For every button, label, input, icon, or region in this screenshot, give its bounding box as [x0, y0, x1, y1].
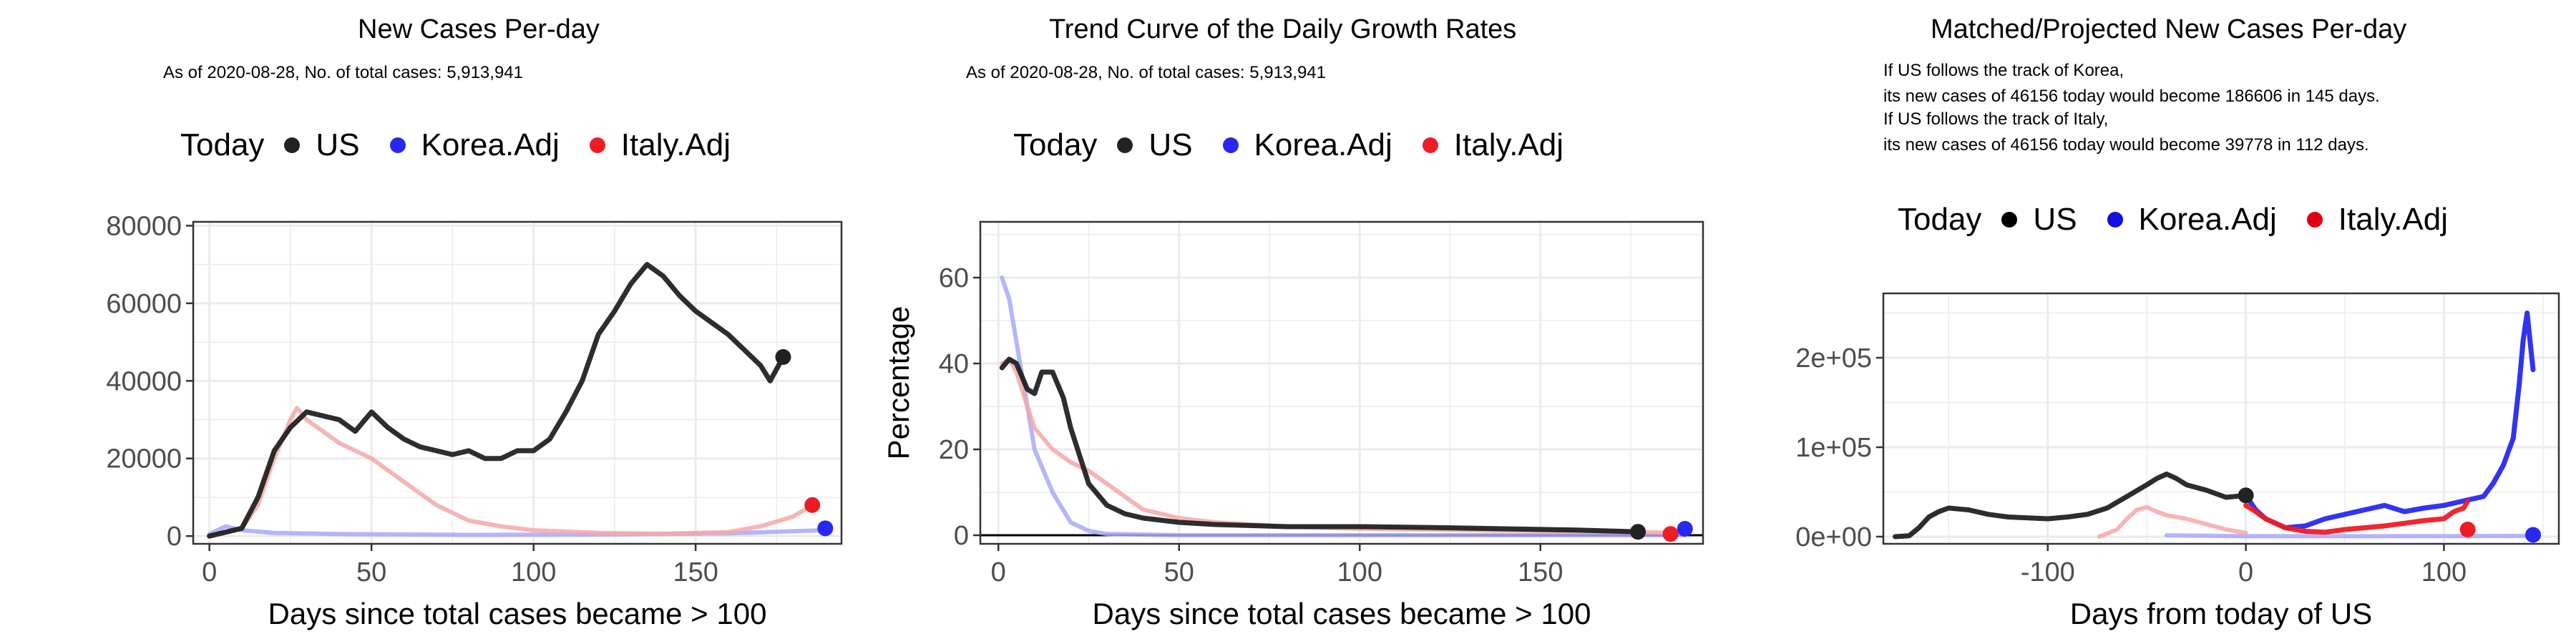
y-tick-label: 60000: [106, 289, 182, 319]
grid: [980, 222, 1703, 544]
x-tick-label: 50: [1164, 557, 1194, 587]
series-line: [2243, 311, 2536, 530]
legend-us-marker: [1117, 137, 1133, 153]
today-point: [2459, 522, 2476, 537]
chart-subtitle: As of 2020-08-28, No. of total cases: 5,…: [966, 63, 1326, 82]
x-axis-label: Days since total cases became > 100: [268, 597, 767, 630]
x-tick-label: -100: [2021, 557, 2075, 587]
series-line: [1893, 472, 2249, 540]
chart-subtitle-line: If US follows the track of Korea,: [1883, 61, 2124, 80]
grid: [1883, 293, 2559, 544]
today-point: [804, 497, 821, 513]
chart-legend: Today US Korea.Adj Italy.Adj: [1898, 202, 2478, 238]
chart-panel-new-cases: New Cases Per-day As of 2020-08-28, No. …: [0, 0, 859, 644]
grid: [193, 222, 841, 544]
legend-italy-label: Italy.Adj: [620, 127, 731, 162]
series-line: [2243, 498, 2471, 535]
chart-subtitle-line: its new cases of 46156 today would becom…: [1883, 87, 2380, 106]
legend-us-label: US: [316, 127, 360, 162]
y-tick-label: 80000: [106, 211, 182, 241]
x-tick-label: 0: [2238, 557, 2253, 587]
y-tick-label: 0e+00: [1795, 522, 1872, 552]
series-line: [1000, 357, 1673, 535]
y-tick-label: 20: [939, 435, 969, 465]
chart-subtitle-line: its new cases of 46156 today would becom…: [1883, 135, 2369, 155]
today-point: [1630, 524, 1646, 540]
x-tick-label: 100: [1337, 557, 1382, 587]
chart-plot-new-cases: 0 20000 40000 60000 80000 0 50 100 150 Days since…: [106, 211, 843, 630]
legend-italy-label: Italy.Adj: [1453, 127, 1564, 162]
today-point: [2525, 527, 2542, 543]
chart-plot-growth-rates: 0 20 40 60 0 50 100 150 Days since total cases b…: [882, 220, 1704, 630]
legend-us-marker: [2001, 212, 2018, 228]
series-line: [2164, 533, 2535, 539]
x-tick-label: 100: [2421, 557, 2467, 587]
chart-subtitle: As of 2020-08-28, No. of total cases: 5,…: [163, 63, 523, 82]
series-line: [999, 356, 1641, 535]
x-axis-label: Days since total cases became > 100: [1093, 597, 1591, 630]
y-tick-label: 40: [939, 349, 969, 379]
y-axis-label: Percentage: [882, 306, 915, 460]
y-tick-label: 40000: [106, 366, 182, 396]
legend-korea-marker: [2107, 212, 2123, 228]
legend-italy-marker: [1422, 137, 1438, 153]
chart-title: New Cases Per-day: [358, 14, 600, 44]
panel-border: [979, 220, 1704, 545]
today-point: [1662, 526, 1679, 542]
panel-border: [1882, 292, 2560, 545]
chart-subtitle-line: If US follows the track of Italy,: [1883, 109, 2109, 129]
x-tick-label: 0: [202, 557, 217, 587]
series-line: [207, 406, 815, 539]
legend-title: Today: [1898, 202, 1982, 237]
x-axis-label: Days from today of US: [2070, 597, 2372, 630]
today-point: [817, 520, 834, 537]
y-tick-label: 1e+05: [1795, 433, 1872, 463]
today-point: [2238, 487, 2254, 504]
chart-panel-projected: Matched/Projected New Cases Per-day If U…: [1717, 0, 2576, 644]
legend-italy-marker: [589, 137, 605, 153]
legend-title: Today: [180, 127, 265, 162]
chart-panel-growth-rates: Trend Curve of the Daily Growth Rates As…: [859, 0, 1717, 644]
legend-korea-label: Korea.Adj: [2138, 202, 2277, 237]
y-tick-label: 20000: [106, 444, 182, 474]
legend-korea-label: Korea.Adj: [421, 127, 560, 162]
chart-legend: Today US Korea.Adj Italy.Adj: [1013, 127, 1594, 163]
panel-border: [192, 220, 843, 545]
y-tick-label: 60: [939, 263, 969, 293]
legend-title: Today: [1013, 127, 1098, 162]
legend-us-label: US: [2033, 202, 2077, 237]
y-tick-label: 0: [167, 522, 182, 552]
chart-title: Trend Curve of the Daily Growth Rates: [1049, 14, 1517, 44]
legend-korea-marker: [1222, 137, 1239, 153]
legend-korea-label: Korea.Adj: [1254, 127, 1392, 162]
legend-italy-marker: [2306, 212, 2323, 228]
series-line: [2097, 504, 2248, 539]
y-tick-label: 2e+05: [1795, 343, 1872, 374]
series-line: [207, 262, 786, 539]
legend-korea-marker: [389, 137, 406, 153]
today-point: [1677, 521, 1693, 537]
x-tick-label: 50: [356, 557, 386, 587]
legend-us-marker: [284, 137, 301, 153]
legend-us-label: US: [1148, 127, 1193, 162]
x-tick-label: 0: [991, 557, 1006, 587]
today-point: [775, 348, 791, 365]
x-tick-label: 150: [673, 557, 718, 587]
x-tick-label: 150: [1518, 557, 1563, 587]
legend-italy-label: Italy.Adj: [2338, 202, 2449, 237]
chart-plot-projected: 0e+00 1e+05 2e+05 -100 0 100 Days from today o…: [1795, 292, 2560, 630]
chart-title: Matched/Projected New Cases Per-day: [1931, 14, 2407, 44]
series-line: [1000, 275, 1687, 537]
x-tick-label: 100: [511, 557, 556, 587]
chart-legend: Today US Korea.Adj Italy.Adj: [180, 127, 761, 163]
y-tick-label: 0: [954, 521, 969, 551]
